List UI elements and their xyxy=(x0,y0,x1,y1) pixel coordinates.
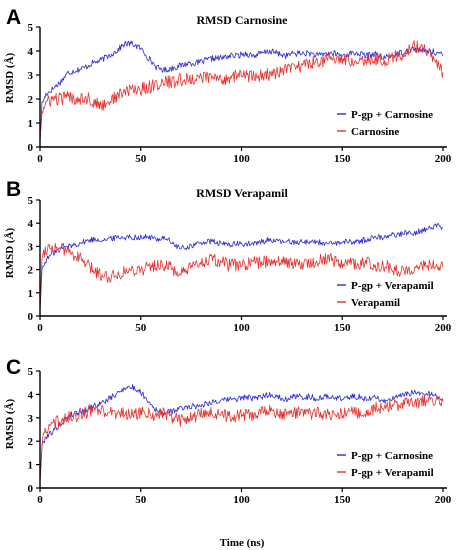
y-tick-label: 5 xyxy=(28,366,34,378)
panel-letter-c: C xyxy=(6,356,21,379)
series-line-1 xyxy=(39,223,443,312)
y-tick-label: 4 xyxy=(28,218,34,230)
series-line-1 xyxy=(39,384,444,484)
panel-a-title: RMSD Carnosine xyxy=(196,13,288,27)
legend-label: P-gp + Verapamil xyxy=(351,467,434,479)
series-line-2 xyxy=(39,242,444,310)
x-tick-label: 0 xyxy=(37,322,43,334)
y-tick-label: 2 xyxy=(28,94,34,106)
legend-label: P-gp + Carnosine xyxy=(351,109,433,121)
series-line-2 xyxy=(39,40,444,140)
panel-a-y-axis-label: RMSD (Å) xyxy=(4,52,16,103)
x-tick-label: 0 xyxy=(37,153,43,165)
panel-b-y-axis-label: RMSD (Å) xyxy=(4,227,16,278)
x-tick-label: 100 xyxy=(233,494,250,506)
y-tick-label: 1 xyxy=(28,288,34,300)
y-tick-label: 0 xyxy=(28,483,34,495)
x-tick-label: 200 xyxy=(435,494,452,506)
y-tick-label: 5 xyxy=(28,195,34,207)
y-tick-label: 0 xyxy=(28,142,34,154)
y-tick-label: 1 xyxy=(28,118,34,130)
y-tick-label: 3 xyxy=(28,241,34,253)
y-tick-label: 5 xyxy=(28,22,34,34)
panel-b-title: RMSD Verapamil xyxy=(196,186,288,200)
y-tick-label: 1 xyxy=(28,460,34,472)
y-tick-label: 2 xyxy=(28,265,34,277)
panel-letter-a: A xyxy=(6,6,21,29)
x-tick-label: 200 xyxy=(435,322,452,334)
x-tick-label: 100 xyxy=(233,153,250,165)
legend-label: P-gp + Verapamil xyxy=(351,280,434,292)
panel-letter-b: B xyxy=(6,178,21,201)
x-tick-label: 100 xyxy=(233,322,250,334)
x-tick-label: 50 xyxy=(135,494,147,506)
x-tick-label: 50 xyxy=(135,153,147,165)
x-tick-label: 200 xyxy=(435,153,452,165)
y-tick-label: 3 xyxy=(28,70,34,82)
y-tick-label: 3 xyxy=(28,413,34,425)
y-tick-label: 0 xyxy=(28,311,34,323)
x-axis-label: Time (ns) xyxy=(220,537,265,549)
x-tick-label: 150 xyxy=(334,153,351,165)
y-tick-label: 4 xyxy=(28,46,34,58)
series-line-1 xyxy=(39,40,444,143)
legend-label: P-gp + Carnosine xyxy=(351,450,433,462)
panel-c-y-axis-label: RMSD (Å) xyxy=(4,398,16,449)
y-tick-label: 4 xyxy=(28,389,34,401)
y-tick-label: 2 xyxy=(28,436,34,448)
legend-label: Carnosine xyxy=(351,126,399,138)
legend-label: Verapamil xyxy=(351,297,400,309)
series-line-2 xyxy=(39,394,444,484)
x-tick-label: 50 xyxy=(135,322,147,334)
x-tick-label: 150 xyxy=(334,322,351,334)
x-tick-label: 0 xyxy=(37,494,43,506)
x-tick-label: 150 xyxy=(334,494,351,506)
